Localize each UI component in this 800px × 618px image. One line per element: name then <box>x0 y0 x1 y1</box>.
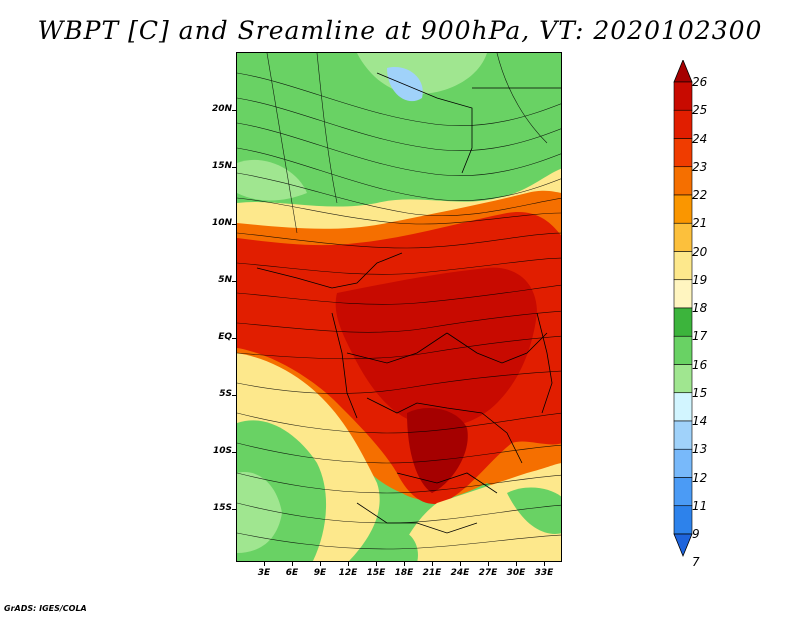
colorbar-segment <box>673 166 693 196</box>
colorbar-label: 18 <box>692 301 708 315</box>
lon-label-6e: 6E <box>285 568 299 578</box>
colorbar-label: 12 <box>692 470 708 485</box>
colorbar-segment <box>673 364 693 394</box>
colorbar-top-arrow <box>673 60 693 83</box>
colorbar-label: 24 <box>692 131 708 146</box>
colorbar-segment <box>673 392 693 422</box>
colorbar-label: 16 <box>692 357 708 372</box>
streamlines <box>237 53 561 550</box>
colorbar-segment <box>673 81 693 111</box>
lon-tick <box>376 562 377 566</box>
southwest-pale-patch <box>237 472 282 553</box>
north-blue-patch <box>387 67 423 102</box>
lon-label-30e: 30E <box>506 568 526 578</box>
hot-core-south <box>407 408 468 493</box>
lat-label-5s: 5S <box>219 389 232 399</box>
colorbar-label: 19 <box>692 272 708 287</box>
colorbar-segment <box>673 420 693 450</box>
colorbar <box>673 60 693 558</box>
lat-label-5n: 5N <box>218 275 232 285</box>
colorbar-segment <box>673 138 693 168</box>
lat-tick <box>232 167 236 168</box>
lat-label-15n: 15N <box>211 161 232 171</box>
lat-label-20n: 20N <box>211 104 232 114</box>
colorbar-segment <box>673 109 693 139</box>
lat-tick <box>232 452 236 453</box>
lat-label-15s: 15S <box>212 503 232 513</box>
colorbar-segment <box>673 448 693 478</box>
lon-tick <box>320 562 321 566</box>
lat-tick <box>232 281 236 282</box>
lon-tick <box>544 562 545 566</box>
lat-tick <box>232 224 236 225</box>
lon-tick <box>460 562 461 566</box>
colorbar-segment <box>673 279 693 309</box>
lon-label-3e: 3E <box>257 568 271 578</box>
colorbar-label: 17 <box>692 329 708 344</box>
country-borders <box>256 72 561 534</box>
colorbar-label: 7 <box>692 555 700 570</box>
southeast-green-patch-2 <box>379 530 418 561</box>
lon-tick <box>404 562 405 566</box>
colorbar-label: 23 <box>692 159 708 174</box>
lat-tick <box>232 509 236 510</box>
lon-tick <box>488 562 489 566</box>
lon-tick <box>432 562 433 566</box>
colorbar-label: 13 <box>692 442 708 457</box>
colorbar-segment <box>673 505 693 535</box>
lat-tick <box>232 395 236 396</box>
lon-label-24e: 24E <box>450 568 470 578</box>
colorbar-label: 9 <box>692 527 700 541</box>
lon-label-33e: 33E <box>534 568 554 578</box>
colorbar-segment <box>673 251 693 281</box>
lon-label-9e: 9E <box>313 568 327 578</box>
map-panel <box>236 52 562 562</box>
colorbar-label: 22 <box>692 188 708 202</box>
colorbar-segment <box>673 307 693 337</box>
colorbar-label: 14 <box>692 414 708 428</box>
lat-label-10n: 10N <box>211 218 232 228</box>
lon-tick <box>264 562 265 566</box>
north-pale-patch <box>357 53 487 94</box>
colorbar-segment <box>673 194 693 224</box>
hot-core-region <box>335 267 537 427</box>
colorbar-segment <box>673 335 693 365</box>
colorbar-label: 21 <box>692 216 708 231</box>
north-green-region <box>237 53 561 225</box>
colorbar-label: 26 <box>692 75 708 89</box>
southeast-green-patch <box>507 487 561 534</box>
colorbar-segment <box>673 222 693 252</box>
lon-label-27e: 27E <box>478 568 498 578</box>
lon-label-21e: 21E <box>422 568 442 578</box>
colorbar-label: 25 <box>692 103 708 118</box>
lon-tick <box>348 562 349 566</box>
lat-tick <box>232 110 236 111</box>
lon-label-18e: 18E <box>394 568 414 578</box>
southeast-yellow-region <box>397 463 561 561</box>
lon-tick <box>292 562 293 566</box>
colorbar-bottom-arrow <box>673 533 693 558</box>
colorbar-label: 15 <box>692 385 708 400</box>
credit-text: GrADS: IGES/COLA <box>4 604 87 613</box>
lon-label-15e: 15E <box>366 568 386 578</box>
colorbar-segment <box>673 477 693 507</box>
wbpt-map <box>237 53 561 561</box>
colorbar-label: 20 <box>692 244 708 259</box>
lon-tick <box>516 562 517 566</box>
lat-label-eq: EQ <box>218 332 232 342</box>
lon-label-12e: 12E <box>338 568 358 578</box>
page-title: WBPT [C] and Sreamline at 900hPa, VT: 20… <box>37 16 763 45</box>
lat-tick <box>232 338 236 339</box>
colorbar-label: 11 <box>692 498 708 513</box>
lat-label-10s: 10S <box>212 446 232 456</box>
